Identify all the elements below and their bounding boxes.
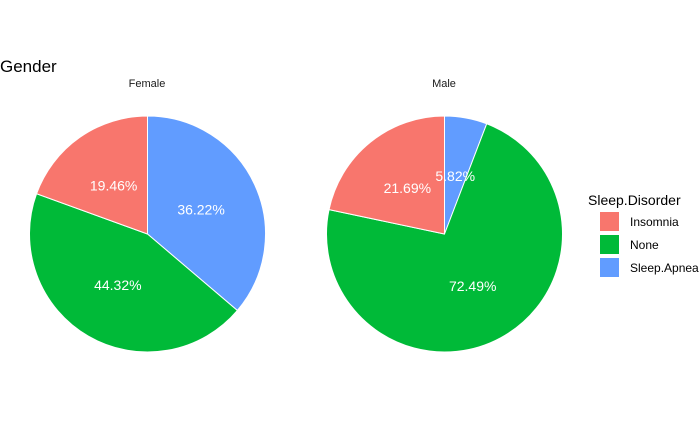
pie-slice-male-insomnia [328, 115, 445, 235]
legend-key-none [600, 235, 619, 254]
facet-label-female: Female [129, 78, 166, 90]
legend: Sleep.Disorder Insomnia None Sleep.Apnea [588, 192, 699, 277]
chart-title: Gender [0, 57, 57, 76]
legend-key-sleep-apnea [600, 258, 619, 277]
legend-label-insomnia: Insomnia [630, 215, 679, 229]
legend-key-insomnia [600, 212, 619, 231]
facet-label-male: Male [432, 78, 456, 90]
facet-female: Female 36.22% 44.32% 19.46% [29, 78, 266, 353]
slice-label-female-sleep-apnea: 36.22% [177, 201, 224, 217]
slice-label-female-none: 44.32% [94, 277, 141, 293]
legend-label-sleep-apnea: Sleep.Apnea [630, 261, 699, 275]
slice-label-male-none: 72.49% [449, 278, 496, 294]
slice-label-male-sleep-apnea: 5.82% [435, 168, 475, 184]
slice-label-female-insomnia: 19.46% [90, 178, 137, 194]
legend-title: Sleep.Disorder [588, 192, 681, 208]
pie-slice-female-sleep-apnea [147, 115, 266, 312]
pie-slice-female-insomnia [35, 115, 148, 235]
facet-male: Male 5.82% 72.49% 21.69% [326, 78, 563, 353]
pie-slice-female-none [29, 193, 239, 353]
legend-label-none: None [630, 238, 659, 252]
slice-label-male-insomnia: 21.69% [384, 180, 431, 196]
pie-slice-male-none [326, 123, 563, 353]
